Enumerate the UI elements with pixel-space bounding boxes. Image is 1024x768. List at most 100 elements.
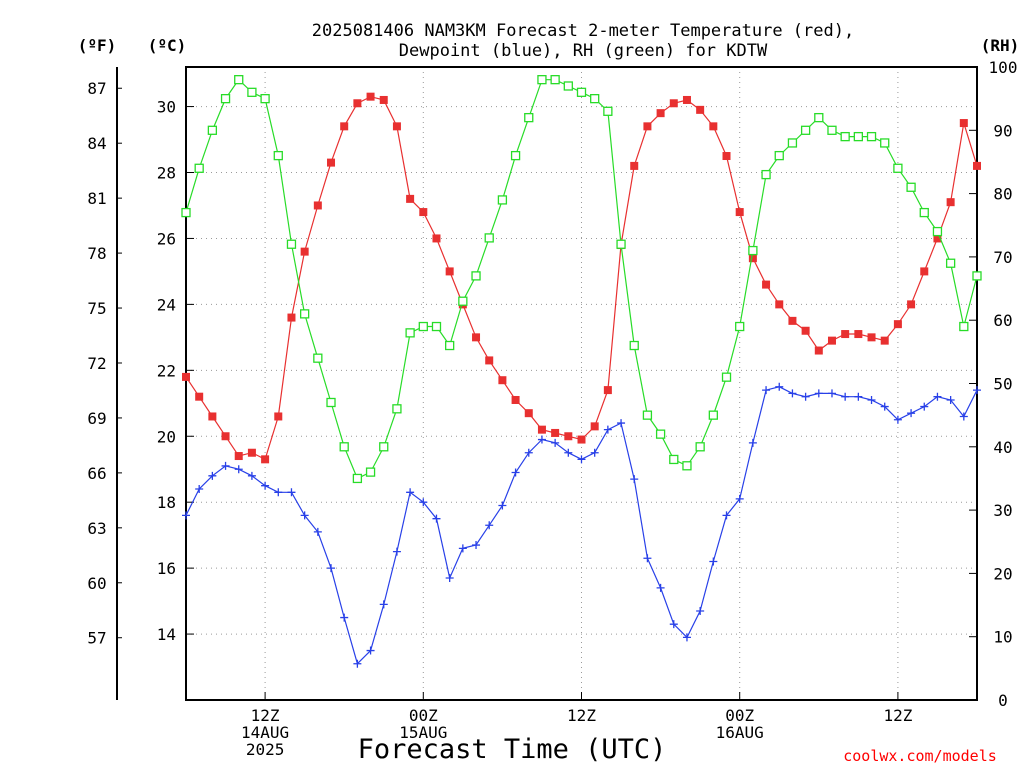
temperature-point	[340, 122, 349, 131]
celsius-tick-label: 30	[157, 98, 176, 117]
x-tick-label: 14AUG	[241, 723, 289, 742]
rh-tick-label: 70	[993, 248, 1012, 267]
temperature-point	[327, 158, 336, 167]
x-tick-label: 16AUG	[716, 723, 764, 742]
x-tick-label: 00Z	[409, 706, 438, 725]
temperature-point	[274, 412, 283, 421]
rh-tick-label: 20	[993, 564, 1012, 583]
dewpoint-point	[379, 600, 388, 609]
rh-point	[418, 321, 428, 332]
fahrenheit-tick-label: 66	[87, 464, 106, 483]
rh-point	[458, 296, 468, 306]
rh-point	[800, 125, 811, 135]
rh-point	[893, 163, 903, 173]
rh-point	[972, 271, 982, 281]
temperature-point	[524, 409, 533, 418]
dewpoint-point	[762, 386, 771, 395]
temperature-point	[511, 395, 520, 404]
celsius-tick-label: 16	[157, 559, 176, 578]
rh-point	[181, 207, 191, 218]
temperature-point	[208, 412, 217, 421]
celsius-tick-label: 22	[157, 361, 176, 380]
dewpoint-point	[775, 382, 784, 391]
credit-link[interactable]: coolwx.com/models	[843, 747, 997, 765]
rh-point	[379, 442, 389, 452]
temperature-point	[590, 422, 599, 431]
temperature-point	[933, 234, 942, 243]
fahrenheit-tick-label: 57	[87, 629, 106, 648]
temperature-point	[854, 330, 863, 339]
rh-point	[906, 182, 916, 192]
dewpoint-point	[300, 511, 309, 520]
temperature-point	[564, 432, 573, 441]
fahrenheit-tick-label: 63	[87, 519, 106, 538]
temperature-point	[313, 201, 322, 210]
rh-point	[194, 163, 204, 173]
temperature-point	[880, 336, 889, 345]
rh-point	[207, 125, 218, 135]
dewpoint-point	[485, 521, 494, 530]
rh-point	[537, 75, 547, 85]
temperature-point	[261, 455, 270, 464]
celsius-axis-unit: (ºC)	[148, 36, 187, 55]
title-line-2: Dewpoint (blue), RH (green) for KDTW	[399, 41, 768, 61]
rh-point	[445, 340, 455, 351]
rh-point	[932, 226, 943, 237]
fahrenheit-tick-label: 72	[87, 354, 106, 373]
rh-point	[669, 454, 679, 465]
temperature-point	[406, 194, 415, 203]
x-tick-label: 15AUG	[399, 723, 447, 742]
rh-point	[629, 340, 639, 351]
rh-point	[590, 94, 600, 104]
dewpoint-point	[801, 392, 810, 401]
rh-point	[945, 258, 956, 268]
temperature-point	[920, 267, 929, 276]
rh-point	[524, 112, 534, 123]
temperature-point	[762, 280, 771, 289]
dewpoint-point	[313, 527, 322, 536]
dewpoint-point	[261, 481, 270, 490]
rh-point	[787, 138, 798, 148]
rh-point	[735, 321, 745, 332]
temperature-point	[630, 161, 639, 170]
grid-lines	[186, 67, 977, 700]
dewpoint-point	[643, 554, 652, 563]
rh-point	[247, 87, 257, 97]
dewpoint-point	[366, 646, 375, 655]
temperature-point	[801, 326, 810, 335]
dewpoint-point	[472, 541, 481, 550]
temperature-point	[379, 95, 388, 104]
rh-point	[431, 321, 442, 332]
dewpoint-point	[221, 461, 230, 470]
rh-tick-label: 40	[993, 438, 1012, 457]
rh-point	[313, 353, 323, 363]
celsius-tick-label: 14	[157, 625, 176, 644]
dewpoint-point	[841, 392, 850, 401]
temperature-point	[603, 386, 612, 395]
dewpoint-point	[907, 409, 916, 418]
temperature-point	[841, 330, 850, 339]
rh-point	[365, 467, 376, 477]
rh-point	[721, 372, 732, 382]
temperature-point	[221, 432, 230, 441]
rh-tick-label: 10	[993, 628, 1012, 647]
rh-point	[814, 112, 824, 123]
rh-point	[352, 473, 363, 484]
temperature-point	[748, 254, 757, 263]
rh-tick-label: 60	[993, 311, 1012, 330]
temperature-point	[946, 198, 955, 207]
rh-tick-label: 0	[998, 691, 1008, 710]
temperature-point	[287, 313, 296, 322]
temperature-point	[814, 346, 823, 355]
rh-point	[682, 461, 692, 471]
fahrenheit-tick-label: 81	[87, 189, 106, 208]
rh-point	[919, 207, 929, 218]
dewpoint-point	[893, 415, 902, 424]
rh-point	[484, 233, 494, 243]
title-line-1: 2025081406 NAM3KM Forecast 2-meter Tempe…	[312, 21, 854, 41]
rh-point	[774, 150, 784, 161]
dewpoint-point	[577, 455, 586, 464]
fahrenheit-tick-label: 75	[87, 299, 106, 318]
x-tick-label: 12Z	[567, 706, 596, 725]
